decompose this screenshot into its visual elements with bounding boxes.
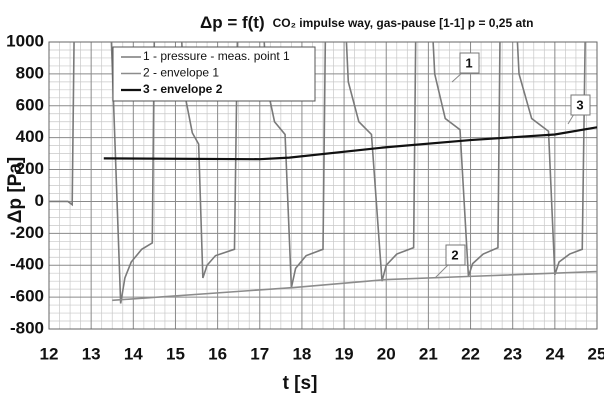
x-tick-label: 12: [40, 344, 59, 363]
callout-box: [445, 244, 466, 266]
chart-title: Δp = f(t) CO₂ impulse way, gas-pause [1-1…: [200, 13, 533, 32]
plot-area: [49, 42, 597, 304]
x-tick-label: 19: [335, 344, 354, 363]
x-tick-label: 25: [588, 344, 604, 363]
x-tick-label: 17: [250, 344, 269, 363]
y-tick-label: 200: [16, 159, 44, 178]
plot-border: [48, 41, 598, 330]
y-tick-label: 0: [35, 191, 44, 210]
x-tick-label: 18: [292, 344, 311, 363]
x-tick-label: 20: [377, 344, 396, 363]
subtitle: CO₂ impulse way, gas-pause [1-1] p = 0,2…: [273, 16, 534, 30]
legend-label: 2 - envelope 1: [143, 66, 219, 80]
callout-box: [570, 94, 591, 116]
callout-label: 3: [576, 97, 583, 112]
legend-label: 3 - envelope 2: [143, 82, 223, 96]
x-tick-label: 14: [124, 344, 143, 363]
y-tick-label: 600: [16, 95, 44, 114]
y-tick-label: 800: [16, 63, 44, 82]
legend-box: [112, 46, 316, 102]
y-tick-label: -600: [10, 287, 44, 306]
x-tick-label: 16: [208, 344, 227, 363]
series-line: [103, 126, 597, 161]
callout-label: 2: [451, 247, 458, 262]
x-tick-label: 23: [503, 344, 522, 363]
y-tick-label: 400: [16, 127, 44, 146]
x-tick-label: 24: [545, 344, 564, 363]
callout-leader: [434, 263, 450, 279]
title: Δp = f(t): [200, 13, 265, 32]
callout-label: 1: [465, 55, 472, 70]
y-tick-label: -400: [10, 255, 44, 274]
series-line: [112, 270, 597, 302]
y-tick-label: 1000: [6, 31, 44, 50]
legend-label: 1 - pressure - meas. point 1: [143, 49, 290, 63]
callout-leader: [451, 71, 464, 83]
y-tick-label: -200: [10, 223, 44, 242]
y-tick-label: -800: [10, 318, 44, 337]
x-tick-label: 13: [82, 344, 101, 363]
callout-leader: [567, 113, 575, 125]
x-axis-label: t [s]: [283, 373, 318, 394]
series-line: [49, 42, 586, 304]
x-tick-label: 15: [166, 344, 185, 363]
x-tick-label: 22: [461, 344, 480, 363]
y-axis-label: Δp [Pa]: [5, 157, 26, 223]
x-tick-label: 21: [419, 344, 438, 363]
callout-box: [459, 52, 480, 74]
